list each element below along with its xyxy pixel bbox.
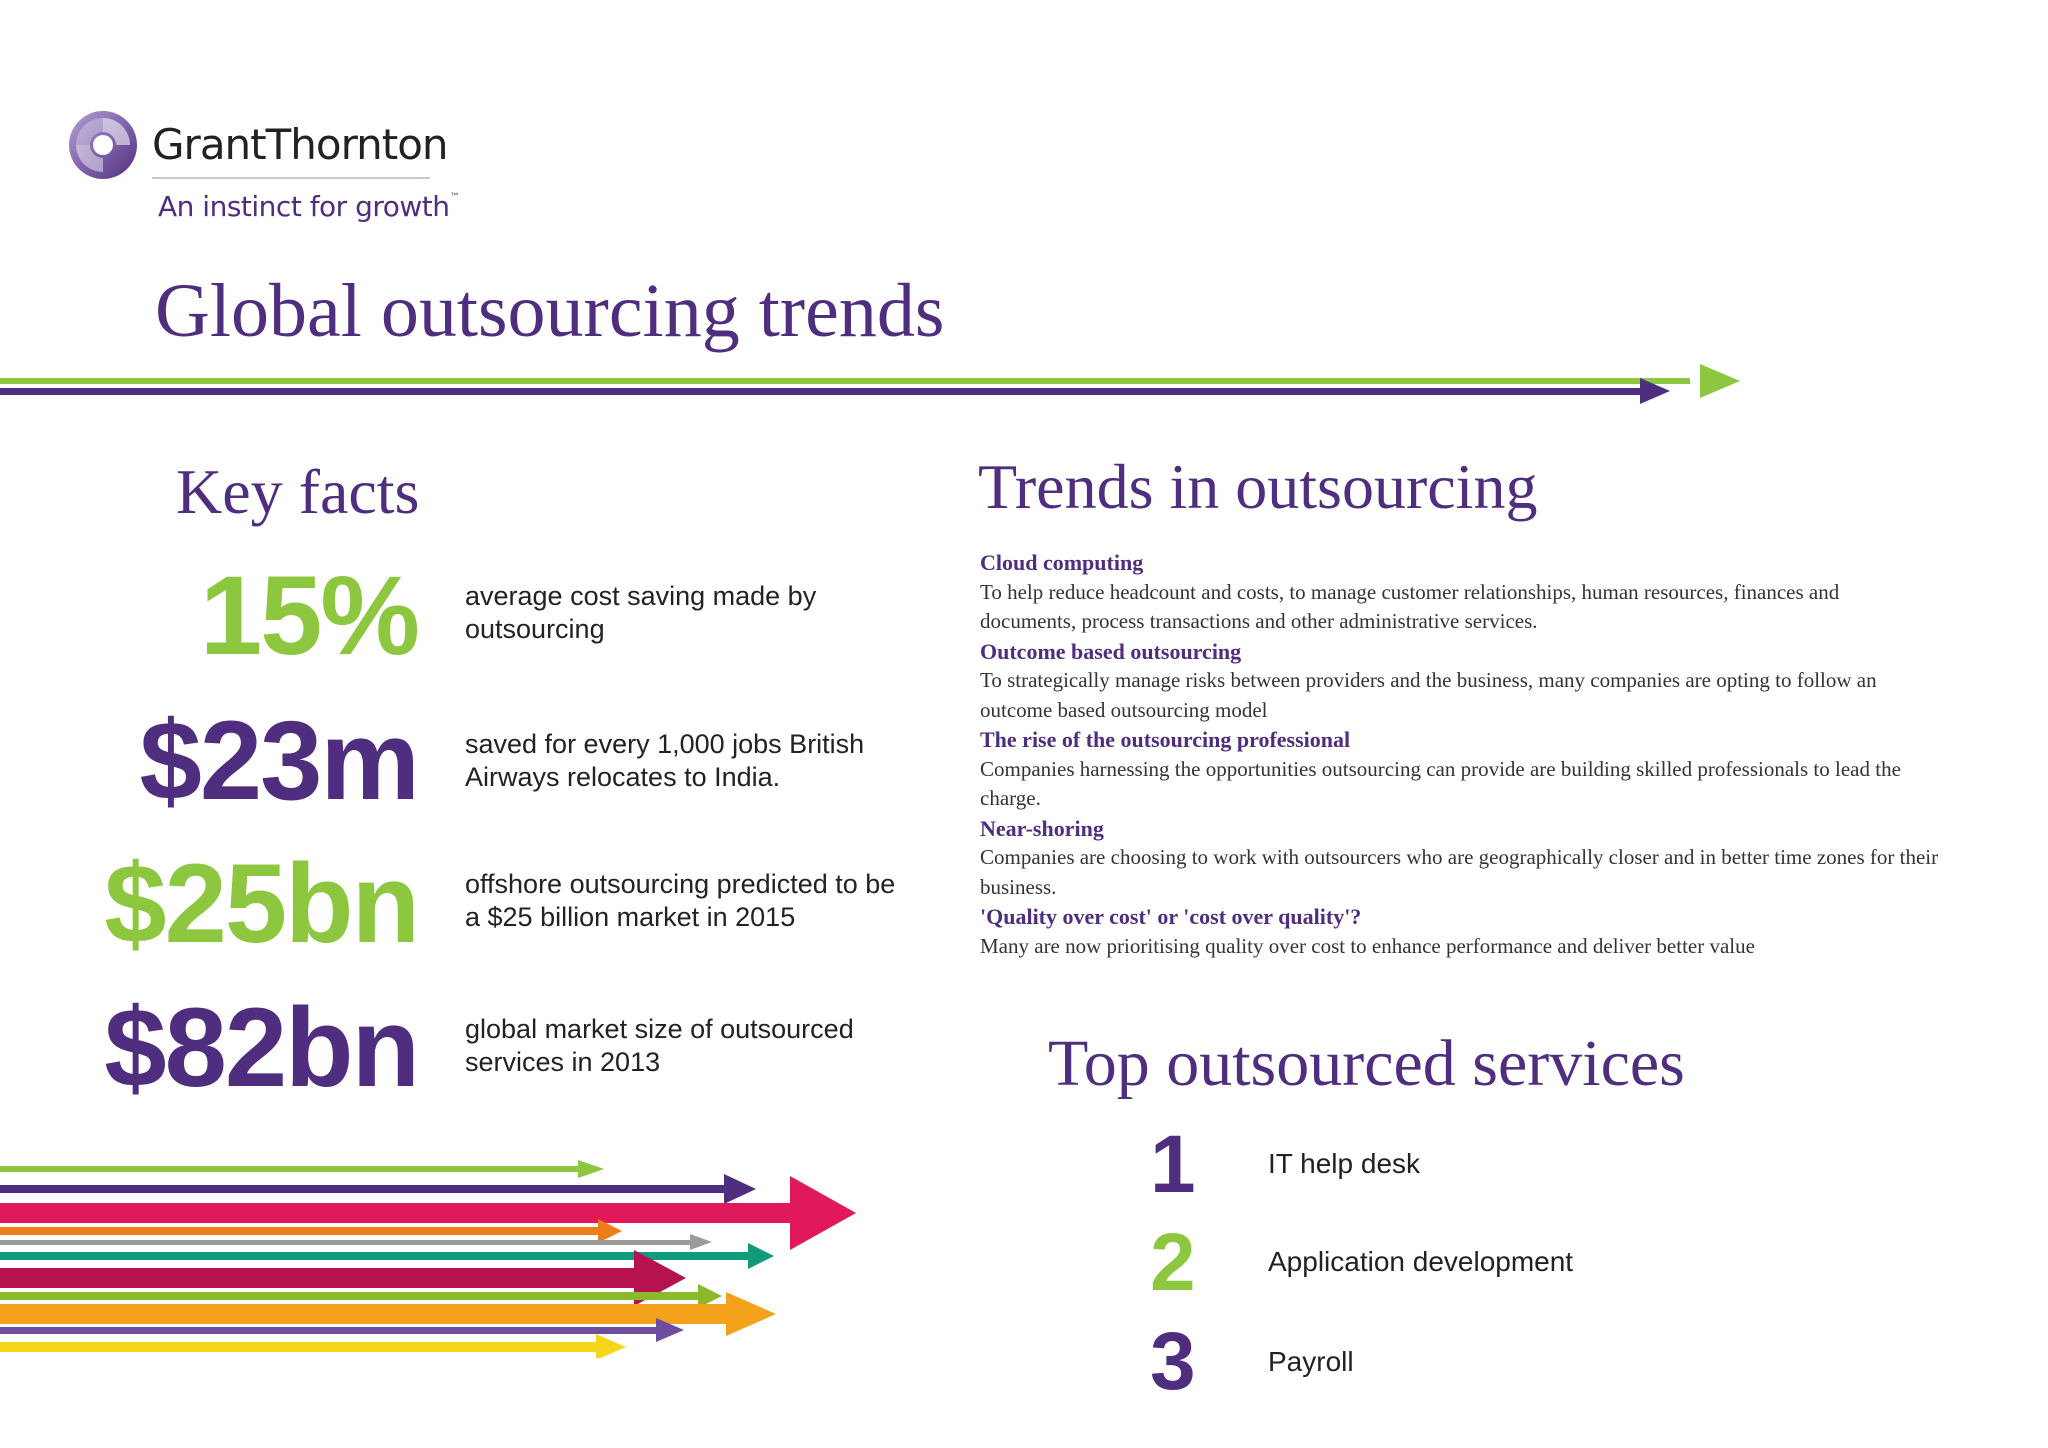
trend-body: To strategically manage risks between pr… [980, 668, 1877, 722]
logo-divider [152, 177, 430, 179]
grant-thornton-logo-icon [69, 111, 137, 179]
trend-heading: Cloud computing [980, 550, 1144, 575]
decorative-arrows-icon [0, 1160, 856, 1358]
trend-heading: The rise of the outsourcing professional [980, 727, 1351, 752]
trend-heading: 'Quality over cost' or 'cost over qualit… [980, 904, 1362, 929]
title-arrow-divider [0, 364, 1740, 404]
top-services-title: Top outsourced services [1048, 1027, 1685, 1100]
trends-title: Trends in outsourcing [978, 451, 1538, 522]
trend-heading: Outcome based outsourcing [980, 638, 1242, 664]
fact-text: saved for every 1,000 jobs British Airwa… [465, 729, 865, 792]
trend-heading: Near-shoring [980, 815, 1104, 841]
service-rank: 2 [1150, 1217, 1196, 1308]
key-facts-title: Key facts [176, 456, 420, 527]
fact-value: $23m [139, 698, 420, 823]
fact-text: offshore outsourcing predicted to be a $… [465, 869, 896, 932]
trend-item: Outcome based outsourcing To strategical… [980, 637, 1940, 726]
logo-tagline: An instinct for growth™ [158, 190, 460, 223]
service-label: Application development [1268, 1246, 1574, 1277]
trend-item: Cloud computing To help reduce headcount… [980, 548, 1940, 637]
fact-value: 15% [199, 553, 420, 678]
trend-body: Companies are choosing to work with outs… [980, 845, 1939, 899]
service-label: IT help desk [1268, 1148, 1421, 1179]
fact-text: average cost saving made by outsourcing [465, 581, 817, 644]
page-title: Global outsourcing trends [155, 269, 945, 353]
trend-body: Many are now prioritising quality over c… [980, 933, 1755, 958]
trend-body: To help reduce headcount and costs, to m… [980, 579, 1840, 634]
logo-wordmark: GrantThornton [152, 120, 449, 169]
trends-list: Cloud computing To help reduce headcount… [980, 548, 1940, 961]
fact-text: global market size of outsourced service… [465, 1014, 854, 1077]
trend-item: Near-shoring Companies are choosing to w… [980, 814, 1940, 903]
trend-body: Companies harnessing the opportunities o… [980, 756, 1901, 811]
service-label: Payroll [1268, 1346, 1354, 1377]
trend-item: 'Quality over cost' or 'cost over qualit… [980, 902, 1940, 961]
service-rank: 3 [1150, 1316, 1196, 1407]
trend-item: The rise of the outsourcing professional… [980, 725, 1940, 814]
fact-value: $82bn [104, 985, 420, 1110]
service-rank: 1 [1150, 1119, 1196, 1210]
fact-value: $25bn [104, 841, 420, 966]
